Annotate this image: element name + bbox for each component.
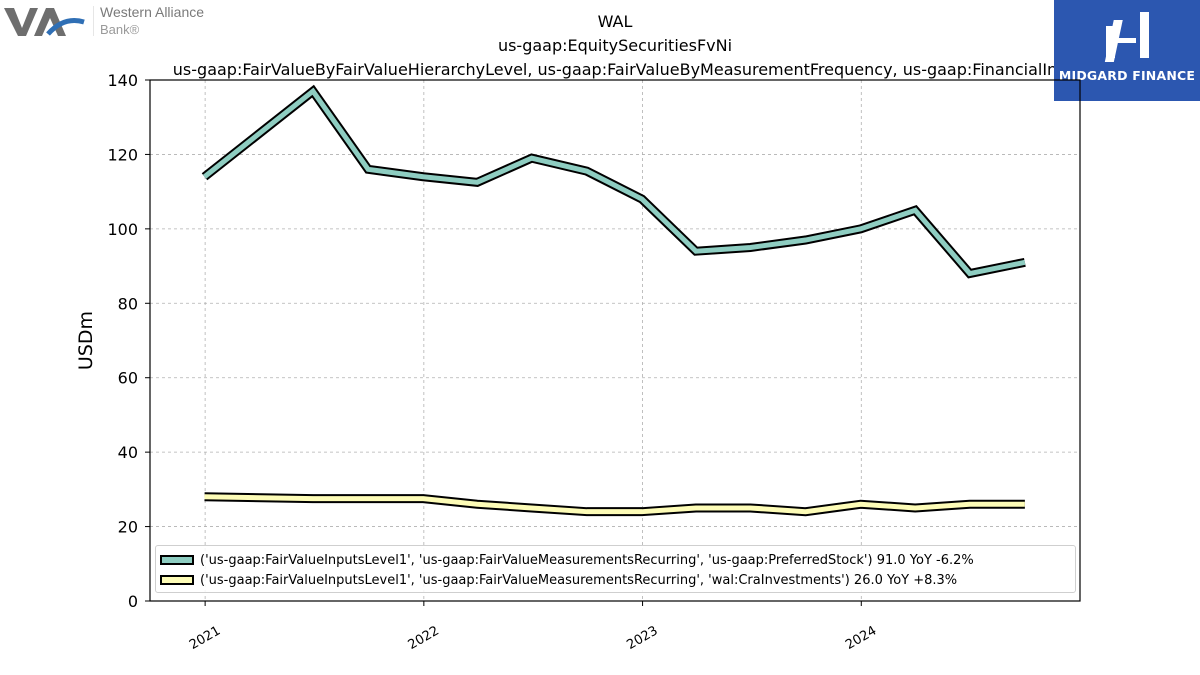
title-line-2: us-gaap:EquitySecuritiesFvNi xyxy=(497,36,733,55)
x-tick-label: 2021 xyxy=(187,623,223,653)
western-alliance-logo: Western Alliance Bank® xyxy=(4,4,234,40)
y-tick-label: 140 xyxy=(107,71,138,90)
y-tick-label: 20 xyxy=(118,518,138,537)
y-tick-label: 40 xyxy=(118,443,138,462)
title-line-1: WAL xyxy=(597,12,633,31)
series-outline-0 xyxy=(201,84,1026,279)
legend-swatch-preferred-stock xyxy=(160,555,194,565)
legend-label-preferred-stock: ('us-gaap:FairValueInputsLevel1', 'us-ga… xyxy=(200,552,974,568)
chart-title: WAL us-gaap:EquitySecuritiesFvNi us-gaap… xyxy=(0,10,1200,82)
logo-right-name: MIDGARD FINANCE xyxy=(1058,68,1196,83)
legend-swatch-cra-investments xyxy=(160,575,194,585)
y-tick-label: 0 xyxy=(128,592,138,611)
midgard-mark-icon xyxy=(1104,12,1149,62)
legend-item-cra-investments: ('us-gaap:FairValueInputsLevel1', 'us-ga… xyxy=(160,570,957,590)
y-axis-label: USDm xyxy=(75,311,97,370)
x-tick-label: 2022 xyxy=(406,623,442,653)
chart-legend: ('us-gaap:FairValueInputsLevel1', 'us-ga… xyxy=(155,545,1076,593)
x-tick-label: 2024 xyxy=(843,623,879,653)
plot-frame xyxy=(149,79,1081,602)
y-tick-label: 120 xyxy=(107,145,138,164)
midgard-finance-logo: MIDGARD FINANCE xyxy=(1054,0,1200,101)
legend-label-cra-investments: ('us-gaap:FairValueInputsLevel1', 'us-ga… xyxy=(200,572,958,588)
x-tick-label: 2023 xyxy=(624,623,660,653)
logo-left-sub: Bank® xyxy=(100,22,140,37)
y-tick-label: 80 xyxy=(118,294,138,313)
y-tick-label: 60 xyxy=(118,369,138,388)
y-tick-label: 100 xyxy=(107,220,138,239)
legend-item-preferred-stock: ('us-gaap:FairValueInputsLevel1', 'us-ga… xyxy=(160,550,974,570)
logo-left-name: Western Alliance xyxy=(100,4,205,20)
title-line-3: us-gaap:FairValueByFairValueHierarchyLev… xyxy=(172,60,1058,79)
